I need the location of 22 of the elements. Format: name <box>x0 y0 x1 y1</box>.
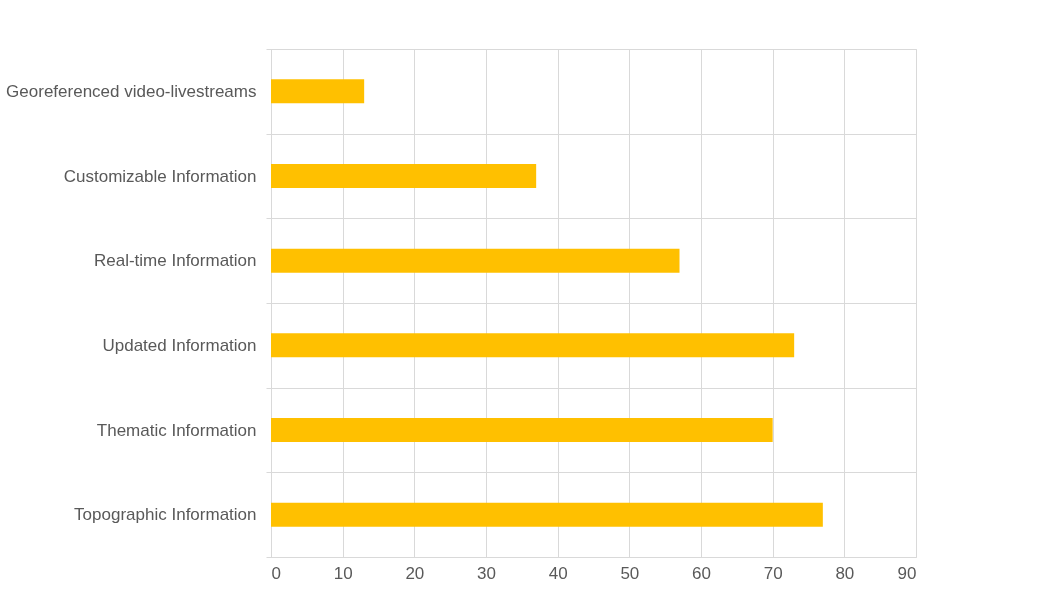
bar <box>271 164 537 188</box>
x-tick-label: 10 <box>333 563 353 583</box>
bar <box>271 502 823 527</box>
y-tick-label: Updated Information <box>102 335 257 355</box>
x-tick-label: 30 <box>477 563 496 583</box>
bar <box>271 418 773 442</box>
bar <box>271 248 680 273</box>
x-tick-label: 20 <box>405 563 425 583</box>
x-tick-label: 60 <box>692 563 711 583</box>
bar <box>271 79 365 104</box>
y-tick-label: Customizable Information <box>63 166 257 186</box>
x-tick-label: 0 <box>271 563 281 583</box>
x-tick-label: 70 <box>763 563 783 583</box>
y-tick-label: Thematic Information <box>96 420 257 440</box>
bar <box>271 333 795 358</box>
x-tick-label: 90 <box>897 563 917 583</box>
x-tick-label: 40 <box>548 563 568 583</box>
y-tick-label: Real-time Information <box>93 251 257 271</box>
y-tick-label: Topographic Information <box>74 505 257 525</box>
y-tick-label: Georeferenced video-livestreams <box>6 81 257 101</box>
x-tick-label: 80 <box>835 563 855 583</box>
x-tick-label: 50 <box>620 563 640 583</box>
